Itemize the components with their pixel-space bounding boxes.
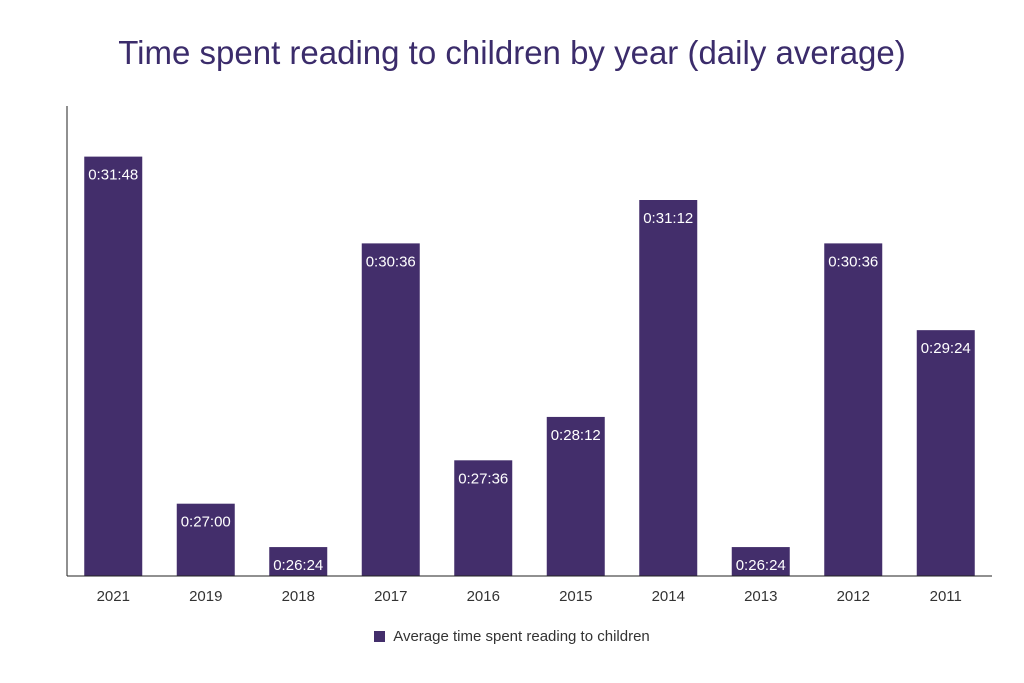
bar-2015 (546, 416, 605, 576)
bar-2019 (176, 503, 235, 576)
data-label-2016: 0:27:36 (458, 470, 508, 487)
bar-2021 (84, 156, 143, 576)
bar-2014 (639, 200, 698, 576)
x-tick-label-2021: 2021 (97, 588, 130, 605)
x-tick-label-2018: 2018 (282, 588, 315, 605)
bar-2012 (824, 243, 883, 576)
data-label-2011: 0:29:24 (921, 340, 971, 357)
data-label-2019: 0:27:00 (181, 514, 231, 531)
x-tick-label-2015: 2015 (559, 588, 592, 605)
x-tick-label-2019: 2019 (189, 588, 222, 605)
legend-swatch (374, 631, 386, 642)
bar-2018 (269, 547, 328, 576)
legend: Average time spent reading to children (0, 628, 1024, 645)
bar-2017 (361, 243, 420, 576)
data-label-2015: 0:28:12 (551, 427, 601, 444)
bar-2016 (454, 460, 513, 576)
data-label-2021: 0:31:48 (88, 167, 138, 184)
x-tick-label-2016: 2016 (467, 588, 500, 605)
x-tick-label-2012: 2012 (837, 588, 870, 605)
data-label-2017: 0:30:36 (366, 253, 416, 270)
data-label-2014: 0:31:12 (643, 210, 693, 227)
x-tick-label-2017: 2017 (374, 588, 407, 605)
bar-2011 (916, 330, 975, 576)
x-tick-label-2011: 2011 (930, 588, 962, 605)
data-label-2013: 0:26:24 (736, 557, 786, 574)
x-tick-label-2014: 2014 (652, 588, 685, 605)
data-label-2012: 0:30:36 (828, 253, 878, 270)
bar-2013 (731, 547, 790, 576)
data-label-2018: 0:26:24 (273, 557, 323, 574)
legend-label: Average time spent reading to children (393, 628, 650, 645)
x-tick-label-2013: 2013 (744, 588, 777, 605)
chart-title: Time spent reading to children by year (… (118, 34, 906, 71)
